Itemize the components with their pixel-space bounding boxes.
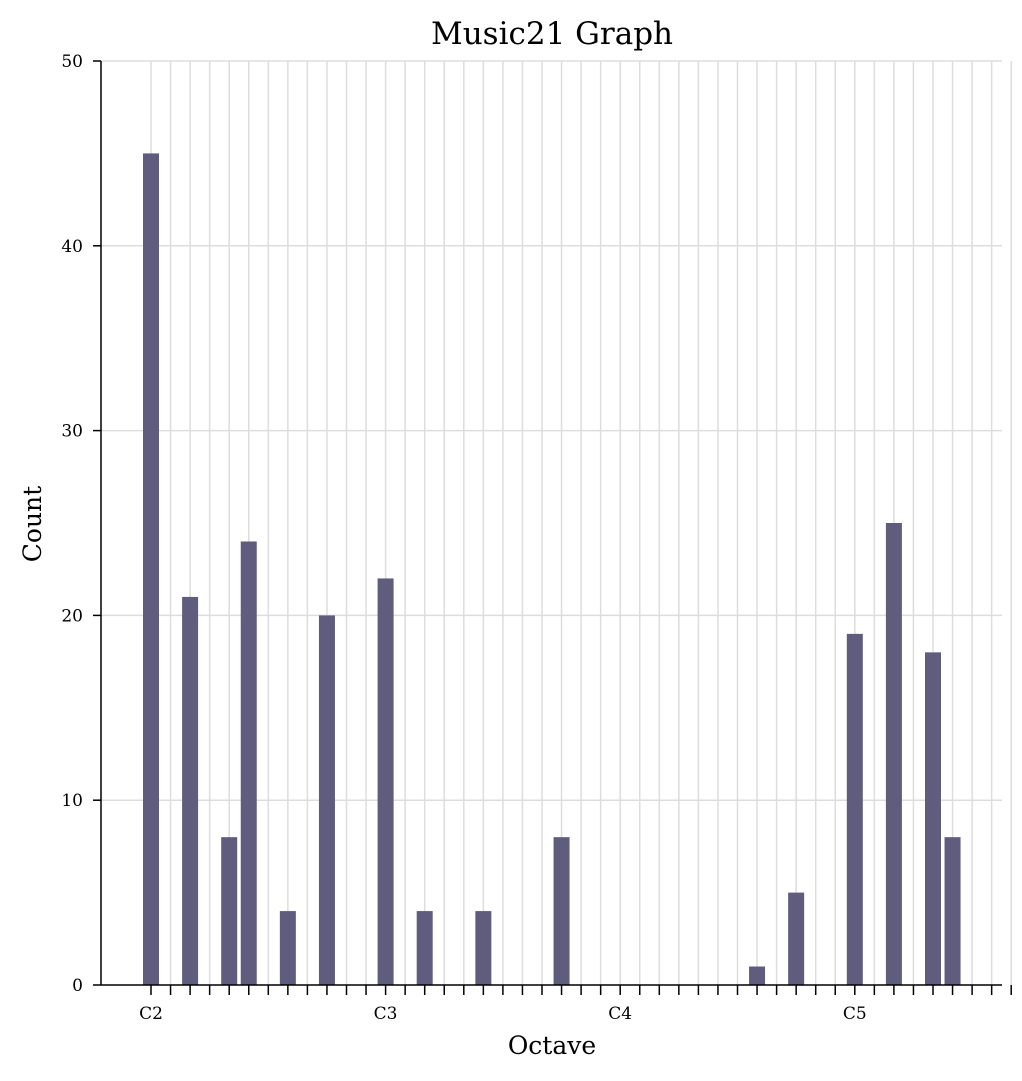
y-axis-label: Count — [18, 486, 47, 562]
x-axis-label: Octave — [508, 1031, 596, 1060]
bar — [553, 837, 570, 985]
bars — [143, 153, 961, 985]
bar — [944, 837, 961, 985]
bar — [749, 966, 766, 985]
bar — [885, 523, 902, 985]
bar — [279, 911, 296, 985]
x-tick-label: C5 — [843, 1004, 867, 1024]
bar — [846, 633, 863, 985]
y-tick-label: 50 — [61, 52, 83, 72]
x-tick-label: C3 — [374, 1004, 398, 1024]
bar — [240, 541, 257, 985]
y-tick-label: 30 — [61, 422, 83, 442]
y-tick-label: 20 — [61, 606, 83, 626]
y-tick-label: 40 — [61, 237, 83, 257]
x-tick-label: C2 — [139, 1004, 163, 1024]
bar — [221, 837, 238, 985]
y-tick-label: 0 — [72, 976, 83, 996]
bar — [377, 578, 394, 985]
chart-title: Music21 Graph — [431, 16, 673, 52]
bar — [475, 911, 492, 985]
bar — [182, 596, 199, 985]
bar — [925, 652, 941, 985]
axes — [93, 60, 1012, 995]
bar — [416, 911, 433, 985]
bar — [143, 153, 159, 985]
bar — [788, 892, 805, 985]
y-tick-label: 10 — [61, 791, 83, 811]
tick-labels: 0 10 20 30 40 50 C2 C3 C4 C5 — [61, 52, 866, 1024]
bar — [318, 615, 335, 985]
x-tick-label: C4 — [608, 1004, 632, 1024]
